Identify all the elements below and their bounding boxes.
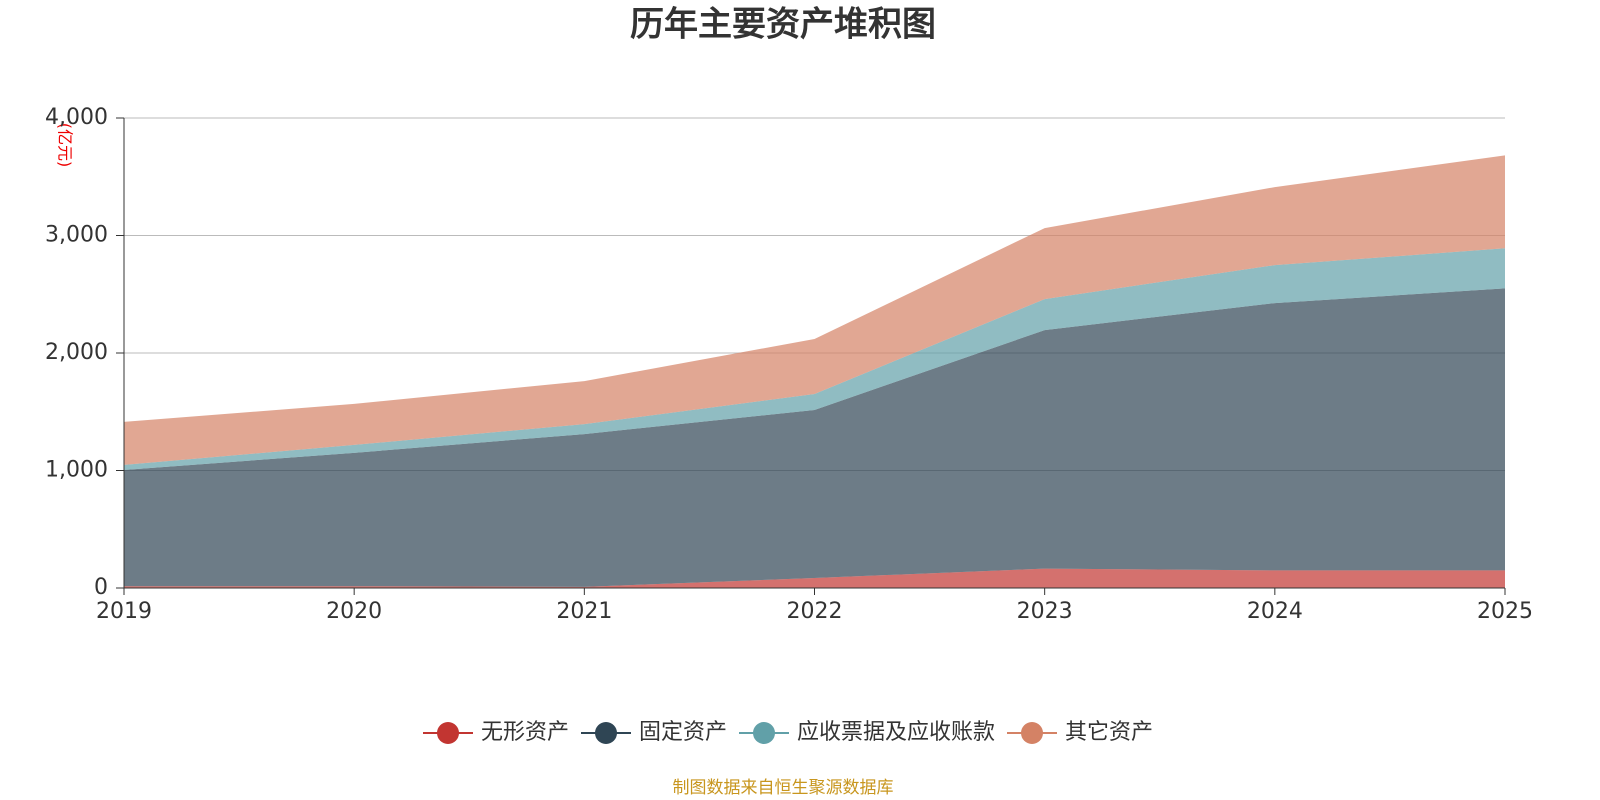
- y-tick-label: 4,000: [45, 105, 108, 130]
- x-tick-label: 2021: [556, 599, 612, 624]
- y-tick-label: 0: [94, 575, 108, 600]
- chart-title: 历年主要资产堆积图: [630, 5, 936, 45]
- y-unit: (亿元): [56, 123, 75, 168]
- area: [124, 248, 1505, 470]
- y-tick-label: 1,000: [45, 458, 108, 483]
- x-tick-label: 2020: [326, 599, 382, 624]
- legend-marker[interactable]: [595, 722, 617, 744]
- legend-label[interactable]: 其它资产: [1065, 720, 1153, 745]
- x-tick-label: 2023: [1017, 599, 1073, 624]
- x-tick-label: 2024: [1247, 599, 1303, 624]
- x-tick-label: 2019: [96, 599, 152, 624]
- legend-label[interactable]: 无形资产: [481, 720, 569, 745]
- legend-marker[interactable]: [437, 722, 459, 744]
- legend-label[interactable]: 固定资产: [639, 720, 727, 745]
- legend-label[interactable]: 应收票据及应收账款: [797, 720, 995, 745]
- source-note: 制图数据来自恒生聚源数据库: [673, 778, 894, 798]
- legend-marker[interactable]: [1021, 722, 1043, 744]
- x-tick-label: 2025: [1477, 599, 1533, 624]
- y-tick-label: 3,000: [45, 223, 108, 248]
- x-tick-label: 2022: [787, 599, 843, 624]
- legend-marker[interactable]: [753, 722, 775, 744]
- y-tick-label: 2,000: [45, 340, 108, 365]
- area: [124, 288, 1505, 587]
- area: [124, 568, 1505, 588]
- area: [124, 155, 1505, 465]
